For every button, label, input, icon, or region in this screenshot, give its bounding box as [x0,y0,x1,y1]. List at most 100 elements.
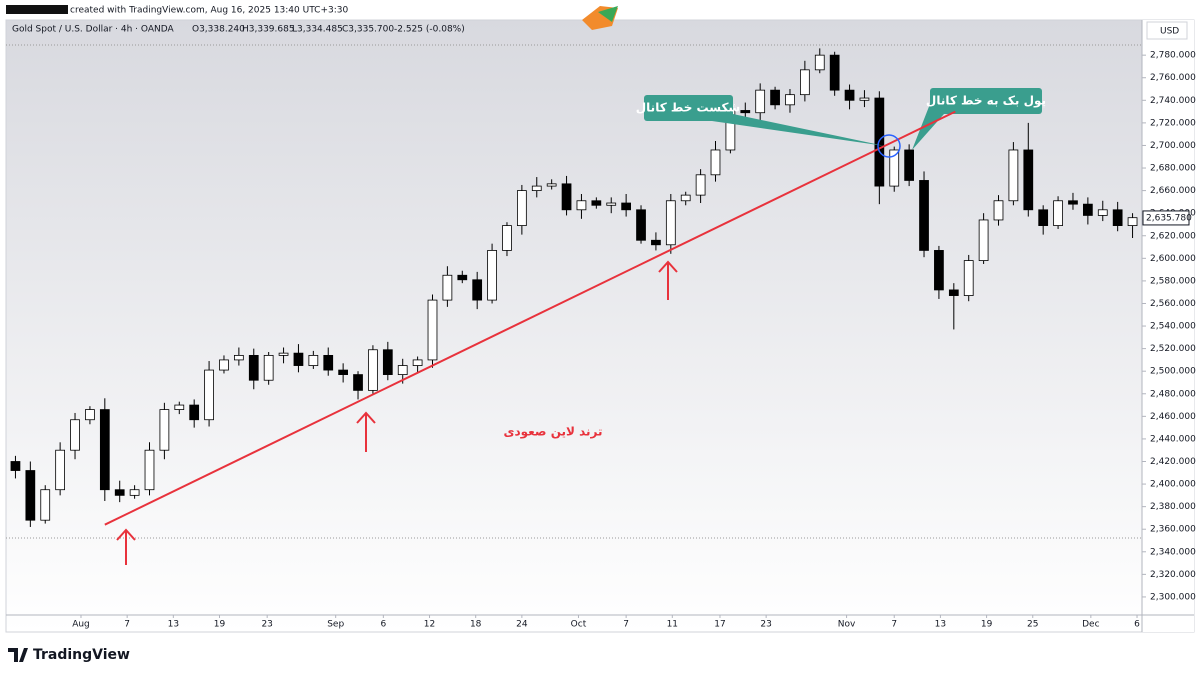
candle-body [129,489,140,496]
candle-body [40,489,51,521]
candle-body [904,149,914,181]
y-tick-label: 2,400.000 [1150,480,1196,490]
ohlc-value: L3,334.485 [292,25,343,35]
candle-body [1023,149,1034,211]
candle-body [665,200,676,246]
y-tick-label: 2,560.000 [1150,299,1196,309]
x-tick-label: Dec [1082,620,1099,630]
candle-body [442,274,453,301]
candle-body [219,359,229,371]
callout-box [644,95,733,121]
x-tick-label: 6 [380,620,386,630]
last-price-box [1142,210,1190,226]
watermark: created with TradingView.com, Aug 16, 20… [70,6,348,16]
candle-body [710,149,721,176]
y-tick-label: 2,660.000 [1150,186,1196,196]
candle-body [531,185,542,192]
y-tick-label: 2,480.000 [1150,389,1196,399]
candle-body [472,279,483,301]
highlight-circle [877,134,901,158]
candle-body [963,260,974,296]
last-price: 2,635.780 [1146,213,1192,223]
y-tick-label: 2,380.000 [1150,502,1196,512]
candle-body [1008,149,1019,202]
candle-body [189,404,200,421]
symbol: Gold Spot / U.S. Dollar · 4h · OANDA [12,25,174,35]
candle-body [829,54,840,91]
candle-body [248,354,259,381]
change: -2.525 (-0.08%) [394,25,465,35]
candle-body [800,69,810,96]
currency-box [1146,21,1188,40]
redaction [6,5,68,14]
y-tick-label: 2,740.000 [1150,96,1196,106]
candle-body [1127,217,1138,226]
currency: USD [1160,27,1179,37]
candle-body [859,97,870,101]
candle-body [1097,209,1108,216]
candle-body [70,419,80,451]
price-axis-area [1142,20,1194,632]
candle-body [993,200,1004,221]
candle-body [278,352,289,356]
x-tick-label: 7 [623,620,629,630]
candle-body [353,374,363,391]
candle-body [114,489,125,496]
y-tick-label: 2,460.000 [1150,412,1196,422]
chart-pane [5,19,1195,633]
y-tick-label: 2,700.000 [1150,141,1196,151]
callout-box [930,88,1042,114]
candle-body [844,89,855,101]
x-tick-label: 7 [124,620,130,630]
candle-body [144,449,155,491]
y-tick-label: 2,580.000 [1150,276,1196,286]
y-tick-label: 2,520.000 [1150,344,1196,354]
candle-body [948,289,959,296]
candle-body [695,174,706,196]
brand-name: TradingView [33,647,130,663]
candle-body [1038,209,1049,226]
candle-body [680,194,691,202]
candle-body [740,110,751,114]
candle-body [546,183,557,187]
x-tick-label: Nov [838,620,856,630]
y-tick-label: 2,680.000 [1150,164,1196,174]
callout-tail [712,114,885,146]
candles [10,48,1138,527]
candle-body [308,354,319,366]
x-tick-label: 23 [760,620,771,630]
y-tick-label: 2,340.000 [1150,547,1196,557]
candle-body [785,94,795,106]
candle-body [427,299,438,361]
candle-body [338,369,348,375]
candle-body [606,202,617,206]
x-tick-label: 13 [168,620,179,630]
y-tick-label: 2,300.000 [1150,592,1196,602]
arrows [116,260,678,565]
candle-body [368,349,378,391]
y-tick-label: 2,780.000 [1150,51,1196,61]
candle-body [233,354,244,361]
candle-body [919,180,929,251]
candle-body [204,369,214,421]
candle-body [576,200,587,211]
candle-body [755,89,766,114]
candle-body [1068,200,1078,205]
candle-body [814,54,825,71]
candle-body [517,190,527,226]
candle-body [561,183,572,211]
candle-body [25,470,36,521]
y-tick-label: 2,600.000 [1150,254,1196,264]
trendline [104,110,956,526]
x-tick-label: 24 [516,620,528,630]
annotation: پول بک به خط کانال [926,94,1046,109]
x-tick-label: Oct [571,620,587,630]
y-tick-label: 2,760.000 [1150,73,1196,83]
logo [582,6,618,30]
y-tick-label: 2,540.000 [1150,322,1196,332]
x-tick-label: 7 [891,620,897,630]
x-tick-label: 13 [935,620,946,630]
x-tick-label: Aug [72,620,90,630]
